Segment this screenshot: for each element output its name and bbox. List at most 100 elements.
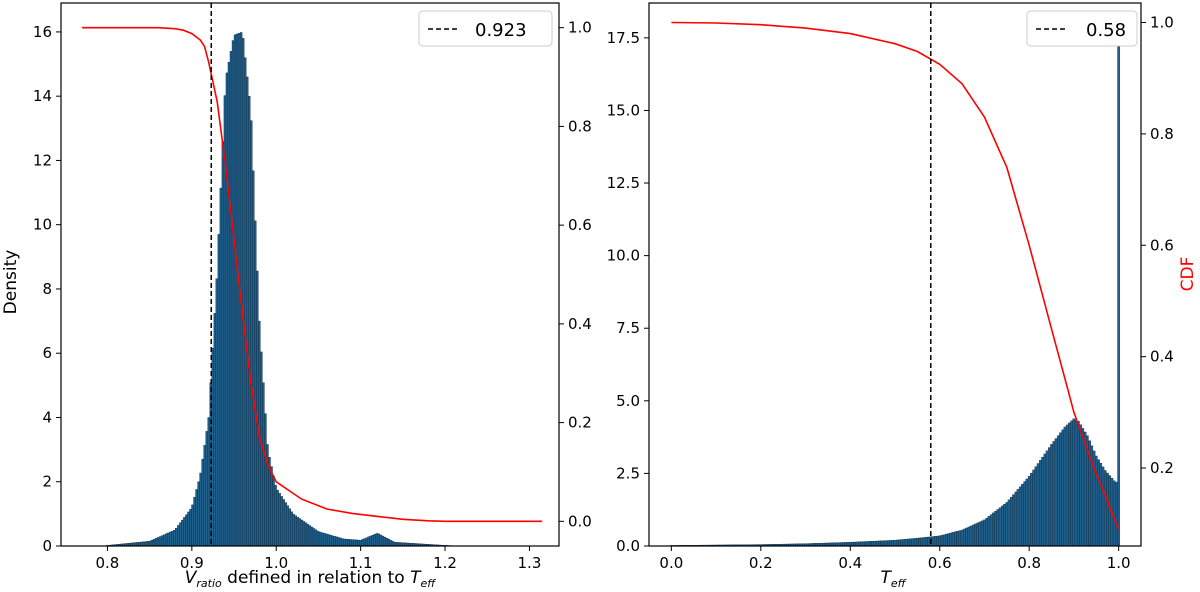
y2-tick-label: 1.0	[568, 19, 592, 37]
histogram-bar	[971, 524, 975, 547]
right-legend-label: 0.58	[1086, 20, 1126, 41]
right-legend: 0.58	[1026, 10, 1138, 47]
histogram-bar	[288, 508, 291, 547]
histogram-bar	[274, 484, 277, 547]
left-y2-ticks: 0.0 0.2 0.4 0.6 0.8 1.0	[559, 19, 592, 530]
histogram-bar	[1103, 470, 1107, 547]
histogram-bar	[213, 313, 216, 547]
histogram-bar	[211, 347, 214, 547]
histogram-bar	[262, 382, 265, 547]
y2-tick-label: 0.0	[568, 512, 592, 530]
histogram-bar	[1079, 424, 1082, 547]
histogram-bar	[1074, 419, 1078, 547]
histogram-bar	[227, 61, 231, 547]
histogram-bar	[327, 534, 330, 547]
y-tick-label: 7.5	[616, 319, 640, 337]
histogram-bar	[963, 528, 966, 547]
y-tick-label: 6	[42, 344, 52, 362]
histogram-bar	[341, 538, 344, 547]
y2-tick-label: 1.0	[1150, 13, 1174, 31]
histogram-bar	[951, 532, 955, 547]
histogram-bar	[179, 522, 182, 547]
x-tick-label: 1.3	[518, 554, 542, 572]
histogram-bar	[989, 514, 993, 547]
histogram-bar	[290, 511, 293, 547]
histogram-bar	[954, 531, 957, 547]
y-tick-label: 12	[33, 151, 52, 169]
histogram-bar	[175, 527, 178, 547]
histogram-bar	[363, 538, 366, 547]
histogram-bar	[193, 496, 196, 547]
histogram-bar	[379, 534, 383, 547]
left-legend-label: 0.923	[475, 20, 527, 41]
histogram-bar	[169, 531, 172, 547]
histogram-bar	[1030, 472, 1033, 547]
histogram-bar	[965, 527, 968, 547]
right-histogram	[670, 40, 1120, 547]
histogram-bar	[229, 51, 233, 547]
histogram-bar	[349, 539, 352, 547]
histogram-bar	[1043, 453, 1047, 547]
histogram-bar	[875, 540, 879, 547]
y-tick-label: 15.0	[607, 101, 640, 119]
histogram-bar	[1048, 447, 1051, 547]
y-tick-label: 4	[42, 408, 52, 426]
histogram-bar	[181, 519, 184, 547]
histogram-bar	[304, 522, 308, 547]
histogram-bar	[866, 541, 870, 547]
histogram-bar	[316, 531, 320, 547]
histogram-bar	[177, 525, 180, 547]
histogram-bar	[148, 540, 152, 547]
y2-tick-label: 0.4	[568, 315, 592, 333]
histogram-bar	[891, 540, 895, 547]
histogram-bar	[252, 170, 255, 547]
histogram-bar	[375, 533, 379, 547]
histogram-bar	[250, 120, 253, 547]
histogram-bar	[207, 417, 210, 547]
histogram-bar	[1063, 426, 1067, 547]
histogram-bar	[173, 530, 176, 547]
left-plot-frame	[60, 2, 560, 547]
y-tick-label: 16	[33, 23, 52, 41]
histogram-bar	[1099, 463, 1103, 547]
histogram-bar	[978, 521, 982, 547]
histogram-bar	[1106, 472, 1109, 547]
histogram-bar	[918, 537, 921, 547]
histogram-bar	[987, 516, 991, 547]
histogram-bar	[217, 234, 221, 547]
histogram-bar	[339, 537, 342, 547]
histogram-bar	[199, 472, 202, 547]
histogram-bar	[909, 538, 912, 547]
histogram-bar	[256, 270, 259, 547]
histogram-bar	[1021, 483, 1024, 547]
histogram-bar	[860, 541, 863, 547]
cdf-line	[671, 21, 1120, 530]
histogram-bar	[205, 431, 208, 547]
x-tick-label: 1.0	[1107, 554, 1131, 572]
y-tick-label: 0	[42, 537, 52, 555]
histogram-bar	[357, 539, 360, 547]
histogram-bar	[158, 536, 162, 547]
right-x-axis-label: Teff	[880, 568, 906, 590]
histogram-bar	[898, 539, 901, 547]
histogram-bar	[243, 57, 247, 547]
histogram-bar	[996, 509, 1000, 547]
histogram-bar	[167, 532, 170, 547]
y2-tick-label: 0.6	[1150, 236, 1174, 254]
histogram-bar	[284, 502, 287, 547]
x-tick-label: 0.9	[180, 554, 204, 572]
histogram-bar	[292, 514, 295, 547]
histogram-bar	[203, 445, 206, 547]
histogram-bar	[183, 517, 186, 547]
histogram-bar	[329, 534, 332, 547]
histogram-bar	[911, 538, 915, 547]
histogram-bar	[1097, 459, 1100, 547]
histogram-bar	[320, 532, 324, 547]
histogram-bar	[1039, 460, 1042, 547]
histogram-bar	[1009, 497, 1013, 547]
histogram-bar	[150, 539, 154, 547]
histogram-bar	[1083, 431, 1087, 547]
left-y-ticks: 0 2 4 6 8 10 12 14 16	[33, 23, 61, 555]
